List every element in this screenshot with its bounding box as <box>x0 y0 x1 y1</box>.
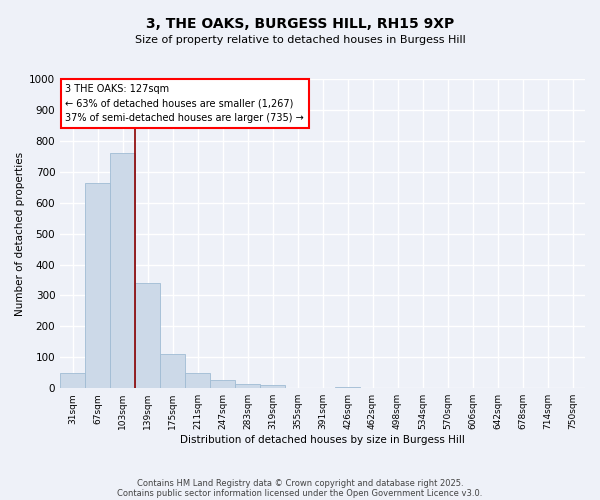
Bar <box>210 380 235 388</box>
Bar <box>235 384 260 388</box>
Y-axis label: Number of detached properties: Number of detached properties <box>15 152 25 316</box>
Text: 3 THE OAKS: 127sqm
← 63% of detached houses are smaller (1,267)
37% of semi-deta: 3 THE OAKS: 127sqm ← 63% of detached hou… <box>65 84 304 123</box>
Text: Size of property relative to detached houses in Burgess Hill: Size of property relative to detached ho… <box>134 35 466 45</box>
Bar <box>185 372 210 388</box>
Bar <box>160 354 185 388</box>
Bar <box>260 385 285 388</box>
X-axis label: Distribution of detached houses by size in Burgess Hill: Distribution of detached houses by size … <box>180 435 465 445</box>
Bar <box>110 153 135 388</box>
Bar <box>85 182 110 388</box>
Bar <box>135 283 160 388</box>
Text: Contains public sector information licensed under the Open Government Licence v3: Contains public sector information licen… <box>118 488 482 498</box>
Text: 3, THE OAKS, BURGESS HILL, RH15 9XP: 3, THE OAKS, BURGESS HILL, RH15 9XP <box>146 18 454 32</box>
Bar <box>60 372 85 388</box>
Text: Contains HM Land Registry data © Crown copyright and database right 2025.: Contains HM Land Registry data © Crown c… <box>137 478 463 488</box>
